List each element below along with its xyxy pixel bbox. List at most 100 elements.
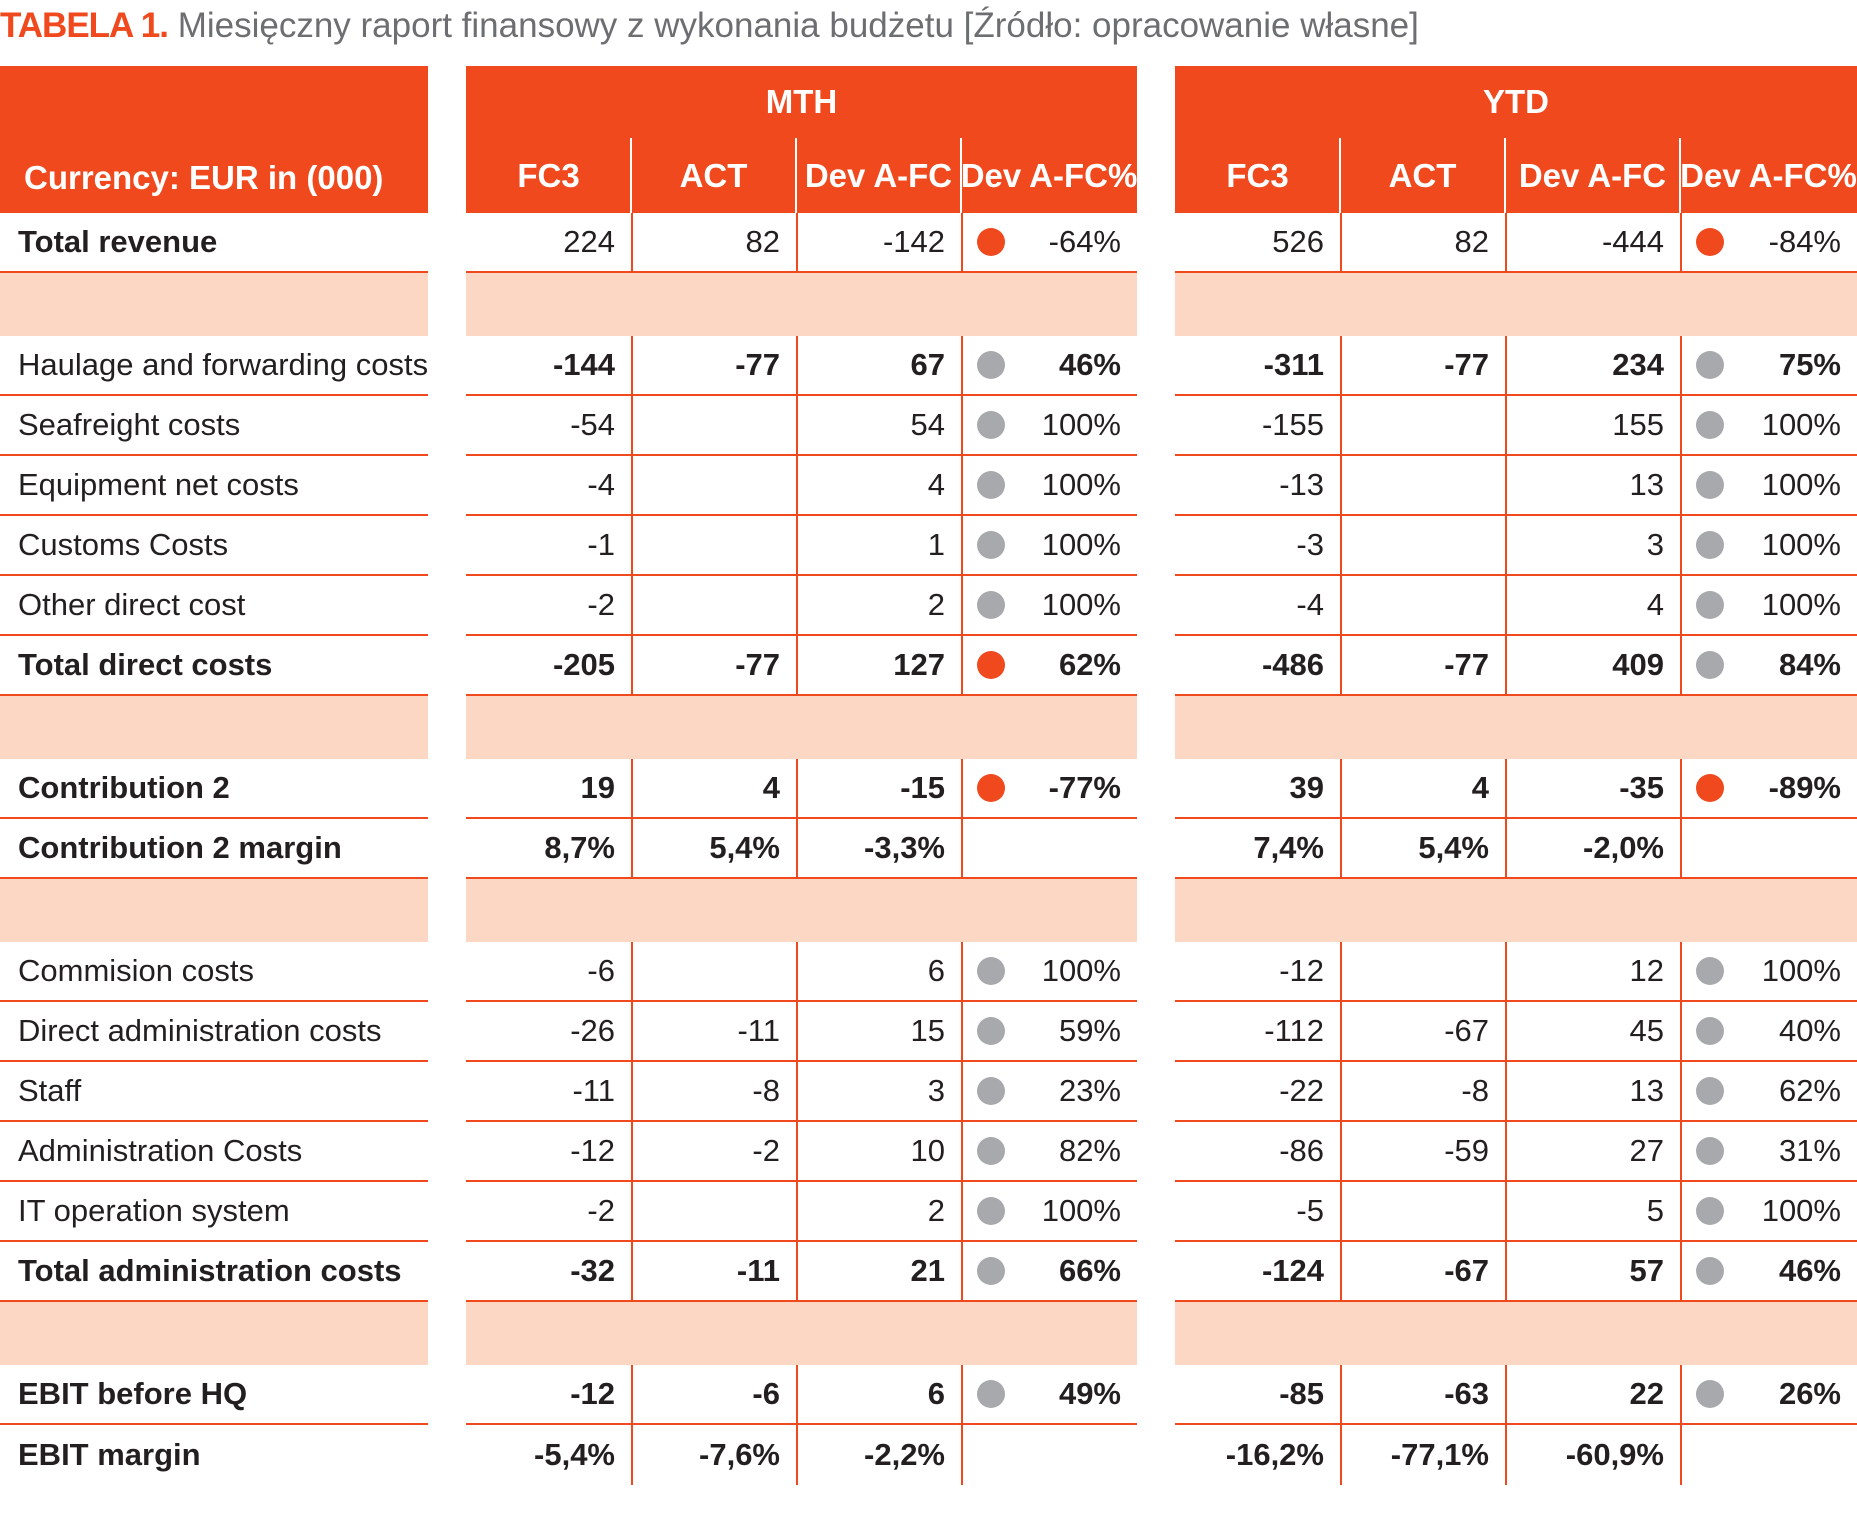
mth-value: 2 [927,1193,945,1228]
status-dot-grey-icon [1696,651,1724,679]
spacer-row [0,696,1857,759]
mth-cell-devpct: 23% [961,1062,1137,1122]
mth-cell-act: 82 [631,213,796,273]
ytd-cell-devpct: -84% [1680,213,1857,273]
mth-cell-dev: 127 [796,636,961,696]
ytd-value: 4 [1471,770,1489,805]
ytd-header-separator [1679,138,1681,213]
status-dot-grey-icon [977,957,1005,985]
mth-cell-dev: 2 [796,576,961,636]
status-dot-red-icon [1696,774,1724,802]
ytd-cell-devpct: 26% [1680,1365,1857,1425]
status-dot-grey-icon [1696,591,1724,619]
ytd-cell-act [1340,942,1505,1002]
status-dot-grey-icon [977,1137,1005,1165]
mth-cell-devpct [961,819,1137,879]
mth-cell-dev: 10 [796,1122,961,1182]
ytd-col-header-2: Dev A-FC [1505,138,1680,213]
status-dot-grey-icon [1696,351,1724,379]
ytd-value: -112 [1264,1013,1324,1048]
mth-value: -2 [587,587,615,622]
ytd-value: 4 [1646,587,1664,622]
mth-cell-act: -11 [631,1242,796,1302]
row-label: Staff [0,1062,428,1122]
ytd-cell-fc3: -311 [1175,336,1340,396]
ytd-cell-dev: -60,9% [1505,1425,1680,1485]
ytd-value: -444 [1601,224,1664,259]
mth-value: 59% [1058,1013,1121,1048]
ytd-cell-devpct: 100% [1680,942,1857,1002]
ytd-cell-devpct: 100% [1680,576,1857,636]
mth-cell-devpct: 100% [961,576,1137,636]
status-dot-grey-icon [977,1077,1005,1105]
spacer-band [0,273,428,336]
table-row: IT operation system -2 2 100% -5 5 100% [0,1182,1857,1242]
ytd-value: -85 [1279,1376,1324,1411]
table-row: Seafreight costs -54 54 100% -155 155 100% [0,396,1857,456]
table-row: Direct administration costs -26 -11 15 59% -1… [0,1002,1857,1062]
mth-value: 67 [910,347,945,382]
mth-cell-devpct: 46% [961,336,1137,396]
mth-cell-fc3: -11 [466,1062,631,1122]
row-label: Contribution 2 margin [0,819,428,879]
ytd-cell-fc3: -155 [1175,396,1340,456]
ytd-value: -86 [1279,1133,1324,1168]
mth-cell-dev: 1 [796,516,961,576]
ytd-value: 100% [1761,527,1841,562]
table-row: Equipment net costs -4 4 100% -13 13 100% [0,456,1857,516]
ytd-cell-devpct: 62% [1680,1062,1857,1122]
ytd-cell-act: -63 [1340,1365,1505,1425]
mth-cell-devpct: -77% [961,759,1137,819]
budget-report-table: Currency: EUR in (000) MTH FC3 ACT Dev A-FC D… [0,66,1857,1516]
mth-value: 2 [927,587,945,622]
status-dot-grey-icon [977,1380,1005,1408]
ytd-value: 27 [1629,1133,1664,1168]
mth-cell-act: -77 [631,636,796,696]
mth-cell-fc3: -144 [466,336,631,396]
ytd-cell-devpct: 40% [1680,1002,1857,1062]
mth-value: 100% [1041,407,1121,442]
mth-col-header-1: ACT [631,138,796,213]
mth-cell-act: -11 [631,1002,796,1062]
mth-cell-dev: 15 [796,1002,961,1062]
mth-cell-fc3: -32 [466,1242,631,1302]
ytd-cell-fc3: -86 [1175,1122,1340,1182]
ytd-value: 82 [1454,224,1489,259]
mth-value: 23% [1058,1073,1121,1108]
spacer-row [0,879,1857,942]
ytd-cell-fc3: -85 [1175,1365,1340,1425]
currency-header: Currency: EUR in (000) [0,66,428,213]
ytd-value: 100% [1761,587,1841,622]
mth-cell-dev: 21 [796,1242,961,1302]
ytd-cell-act: -77 [1340,636,1505,696]
ytd-cell-act: 82 [1340,213,1505,273]
ytd-value: 57 [1629,1253,1664,1288]
status-dot-grey-icon [1696,471,1724,499]
ytd-cell-dev: 4 [1505,576,1680,636]
mth-cell-devpct: 100% [961,456,1137,516]
mth-cell-devpct [961,1425,1137,1485]
ytd-cell-dev: 155 [1505,396,1680,456]
ytd-cell-act [1340,1182,1505,1242]
mth-value: 100% [1041,467,1121,502]
mth-cell-dev: 67 [796,336,961,396]
ytd-value: -35 [1619,770,1664,805]
row-label: Total revenue [0,213,428,273]
row-label: IT operation system [0,1182,428,1242]
table-row: Contribution 2 19 4 -15 -77% 39 4 -35 -89% [0,759,1857,819]
table-row: Contribution 2 margin 8,7% 5,4% -3,3% 7,4% 5,… [0,819,1857,879]
mth-cell-act [631,456,796,516]
ytd-value: -67 [1444,1013,1489,1048]
ytd-cell-dev: 234 [1505,336,1680,396]
table-row: Haulage and forwarding costs -144 -77 67 46%… [0,336,1857,396]
table-row: Staff -11 -8 3 23% -22 -8 13 62% [0,1062,1857,1122]
ytd-cell-dev: -35 [1505,759,1680,819]
ytd-value: 26% [1778,1376,1841,1411]
ytd-cell-dev: 27 [1505,1122,1680,1182]
ytd-cell-fc3: -16,2% [1175,1425,1340,1485]
ytd-value: -77,1% [1390,1437,1489,1472]
status-dot-grey-icon [977,471,1005,499]
mth-cell-act: -77 [631,336,796,396]
mth-cell-act: 4 [631,759,796,819]
ytd-header-separator [1339,138,1341,213]
